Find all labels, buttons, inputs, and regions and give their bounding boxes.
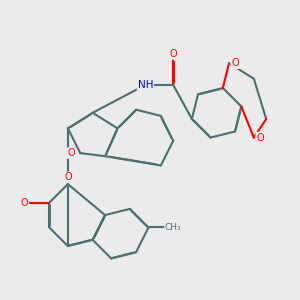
Text: O: O bbox=[21, 198, 28, 208]
Text: O: O bbox=[169, 49, 177, 59]
Text: O: O bbox=[231, 58, 239, 68]
Text: O: O bbox=[68, 148, 75, 158]
Text: O: O bbox=[256, 133, 264, 142]
Text: NH: NH bbox=[138, 80, 153, 90]
Text: CH₃: CH₃ bbox=[165, 223, 181, 232]
Text: O: O bbox=[64, 172, 72, 182]
